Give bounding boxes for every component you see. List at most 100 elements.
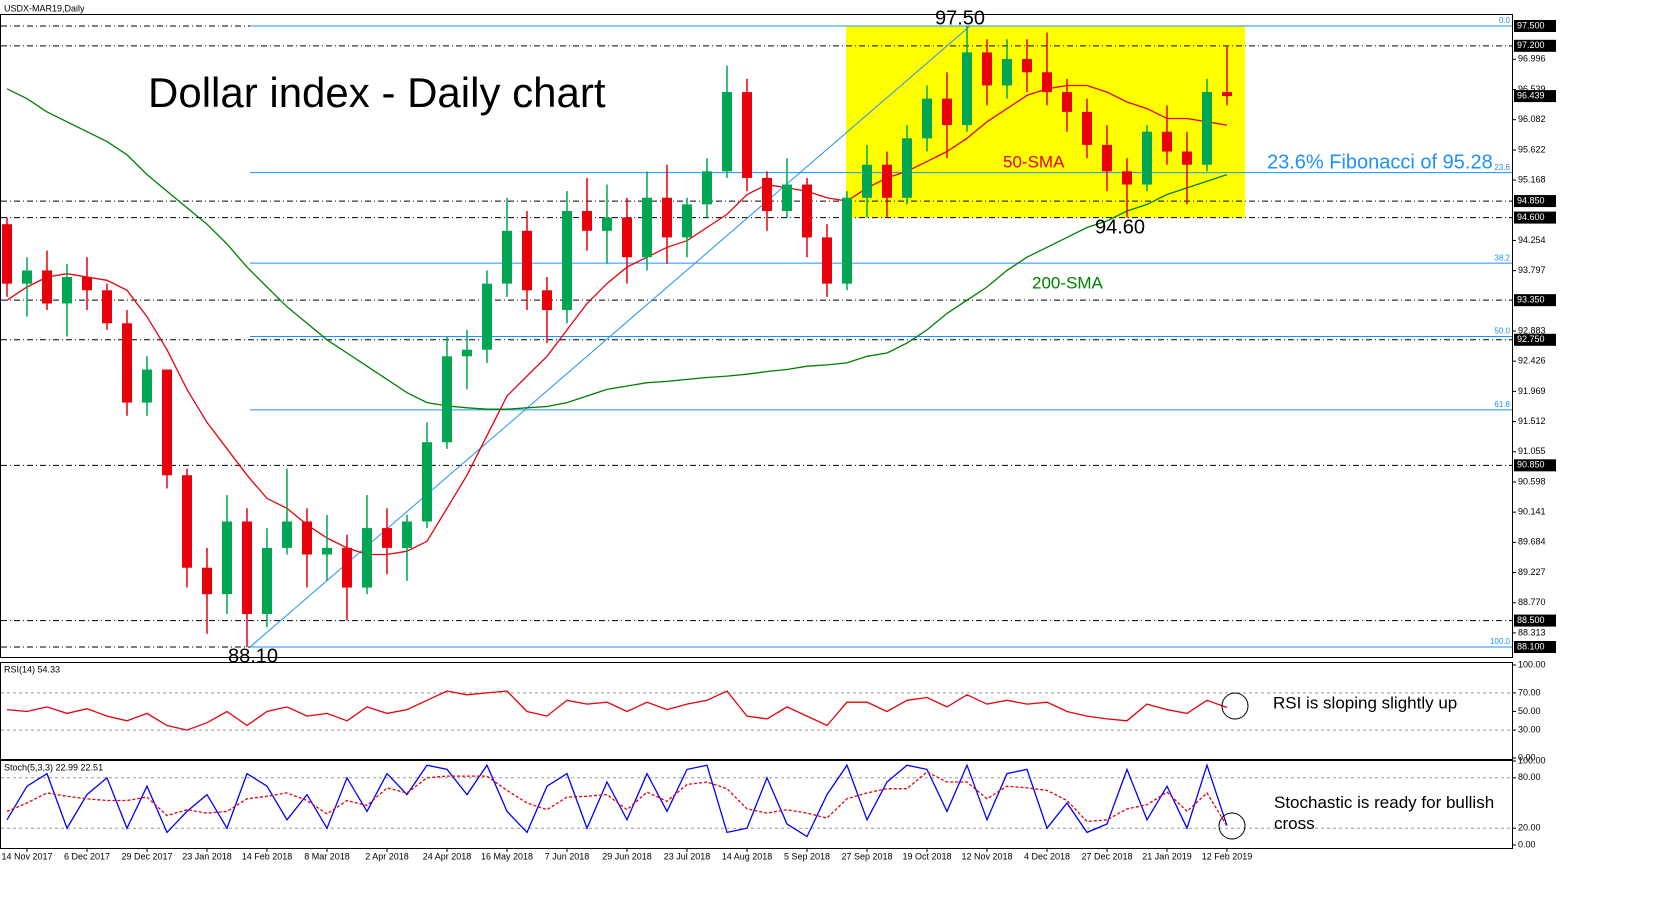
- level-label: 90.850: [1517, 460, 1545, 470]
- fib-label: 50.0: [1494, 327, 1510, 336]
- y-tick-label: 92.883: [1518, 325, 1546, 335]
- price-box: [1514, 90, 1556, 103]
- candle-body: [322, 547, 332, 555]
- candle-body: [1202, 92, 1212, 165]
- y-tick-label: 88.313: [1518, 627, 1546, 637]
- level-box: [1514, 641, 1556, 653]
- marker-circle: [1221, 692, 1249, 720]
- candle-body: [742, 92, 752, 178]
- y-tick-label: 20.00: [1518, 823, 1541, 833]
- x-tick-label: 14 Feb 2018: [242, 851, 293, 861]
- level-box: [1514, 614, 1556, 627]
- candle-body: [982, 52, 992, 86]
- x-tick-label: 23 Jul 2018: [664, 851, 711, 861]
- sma-line: [6, 88, 1228, 410]
- fib-label: 100.0: [1490, 637, 1511, 646]
- level-label: 92.750: [1517, 334, 1545, 344]
- fib-label: 23.6: [1494, 163, 1510, 172]
- y-tick-label: 91.512: [1518, 416, 1546, 426]
- candle-body: [822, 237, 832, 284]
- level-box: [1514, 20, 1556, 32]
- candle-body: [342, 547, 352, 588]
- candle-body: [222, 521, 232, 595]
- candle-body: [1042, 72, 1052, 93]
- y-tick-label: 50.00: [1518, 706, 1541, 716]
- sma-label: 200-SMA: [1032, 273, 1104, 292]
- candle-body: [1062, 92, 1072, 112]
- chart-title: USDX-MAR19,Daily: [4, 3, 85, 13]
- y-tick-label: 90.598: [1518, 476, 1546, 486]
- x-tick-label: 27 Sep 2018: [841, 851, 892, 861]
- candle-body: [722, 92, 732, 172]
- candle-body: [242, 521, 252, 614]
- candle-body: [422, 442, 432, 522]
- fib-label: 38.2: [1494, 253, 1510, 262]
- indicator-line: [6, 771, 1228, 827]
- candle-body: [802, 184, 812, 238]
- y-tick-label: 91.055: [1518, 446, 1546, 456]
- candle-body: [942, 98, 952, 126]
- candle-body: [842, 197, 852, 284]
- low-label: 94.60: [1095, 216, 1145, 238]
- candle-body: [642, 197, 652, 258]
- fib-label: 0.0: [1499, 16, 1511, 25]
- x-tick-label: 14 Aug 2018: [722, 851, 773, 861]
- candle-body: [82, 277, 92, 291]
- candle-body: [502, 230, 512, 284]
- candle-body: [402, 521, 412, 548]
- candle-body: [282, 521, 292, 548]
- candle-body: [122, 323, 132, 403]
- range-zone: [846, 26, 1245, 218]
- price-label: 96.439: [1517, 90, 1545, 100]
- candle-body: [182, 475, 192, 568]
- start-label: 88.10: [228, 645, 278, 667]
- panel-frame: [0, 14, 1513, 658]
- level-label: 97.500: [1517, 20, 1545, 30]
- level-box: [1514, 459, 1556, 472]
- level-box: [1514, 195, 1556, 208]
- y-tick-label: 70.00: [1518, 687, 1541, 697]
- candle-body: [1022, 59, 1032, 73]
- candle-body: [302, 521, 312, 555]
- candle-body: [522, 230, 532, 291]
- x-tick-label: 2 Apr 2018: [365, 851, 409, 861]
- panel-frame: [0, 760, 1513, 849]
- candle-body: [22, 270, 32, 284]
- stoch-note: Stochastic is ready for bullish cross: [1274, 793, 1495, 833]
- candle-body: [582, 210, 592, 231]
- candle-body: [622, 217, 632, 258]
- indicator-line: [6, 690, 1228, 731]
- candle-body: [1222, 92, 1232, 97]
- candle-body: [1142, 131, 1152, 185]
- candle-body: [662, 197, 672, 238]
- x-tick-label: 29 Jun 2018: [602, 851, 652, 861]
- x-tick-label: 7 Jun 2018: [545, 851, 590, 861]
- level-box: [1514, 294, 1556, 307]
- candle-body: [922, 98, 932, 139]
- candle-body: [42, 270, 52, 304]
- sma-line: [6, 84, 1228, 556]
- level-box: [1514, 39, 1556, 52]
- y-tick-label: 100.00: [1518, 659, 1546, 669]
- candle-body: [1102, 144, 1112, 172]
- x-tick-label: 24 Apr 2018: [423, 851, 472, 861]
- x-tick-label: 27 Dec 2018: [1081, 851, 1132, 861]
- y-tick-label: 89.684: [1518, 537, 1546, 547]
- x-tick-label: 6 Dec 2017: [64, 851, 110, 861]
- panel-title: Stoch(5,3,3) 22.99 22.51: [4, 762, 103, 772]
- candle-body: [482, 283, 492, 350]
- candle-body: [442, 356, 452, 443]
- x-tick-label: 23 Jan 2018: [182, 851, 232, 861]
- y-tick-label: 91.969: [1518, 386, 1546, 396]
- y-tick-label: 30.00: [1518, 724, 1541, 734]
- level-label: 94.600: [1517, 212, 1545, 222]
- candle-body: [682, 204, 692, 238]
- rsi-note: RSI is sloping slightly up: [1273, 693, 1457, 712]
- y-tick-label: 96.082: [1518, 114, 1546, 124]
- y-tick-label: 94.254: [1518, 235, 1546, 245]
- candle-body: [602, 217, 612, 231]
- candle-body: [902, 138, 912, 198]
- fib-note: 23.6% Fibonacci of 95.28: [1267, 151, 1493, 173]
- high-label: 97.50: [935, 7, 985, 29]
